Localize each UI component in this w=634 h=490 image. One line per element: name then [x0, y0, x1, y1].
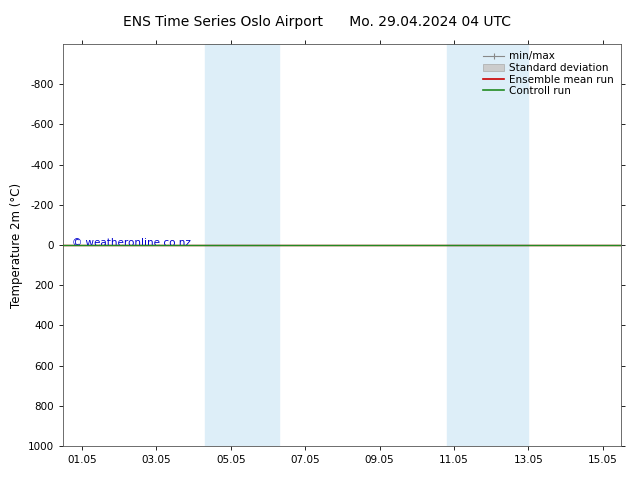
Text: ENS Time Series Oslo Airport      Mo. 29.04.2024 04 UTC: ENS Time Series Oslo Airport Mo. 29.04.2… — [123, 15, 511, 29]
Legend: min/max, Standard deviation, Ensemble mean run, Controll run: min/max, Standard deviation, Ensemble me… — [481, 49, 616, 98]
Bar — [446, 44, 528, 446]
Y-axis label: Temperature 2m (°C): Temperature 2m (°C) — [10, 182, 23, 308]
Bar — [205, 44, 279, 446]
Text: © weatheronline.co.nz: © weatheronline.co.nz — [72, 238, 191, 248]
